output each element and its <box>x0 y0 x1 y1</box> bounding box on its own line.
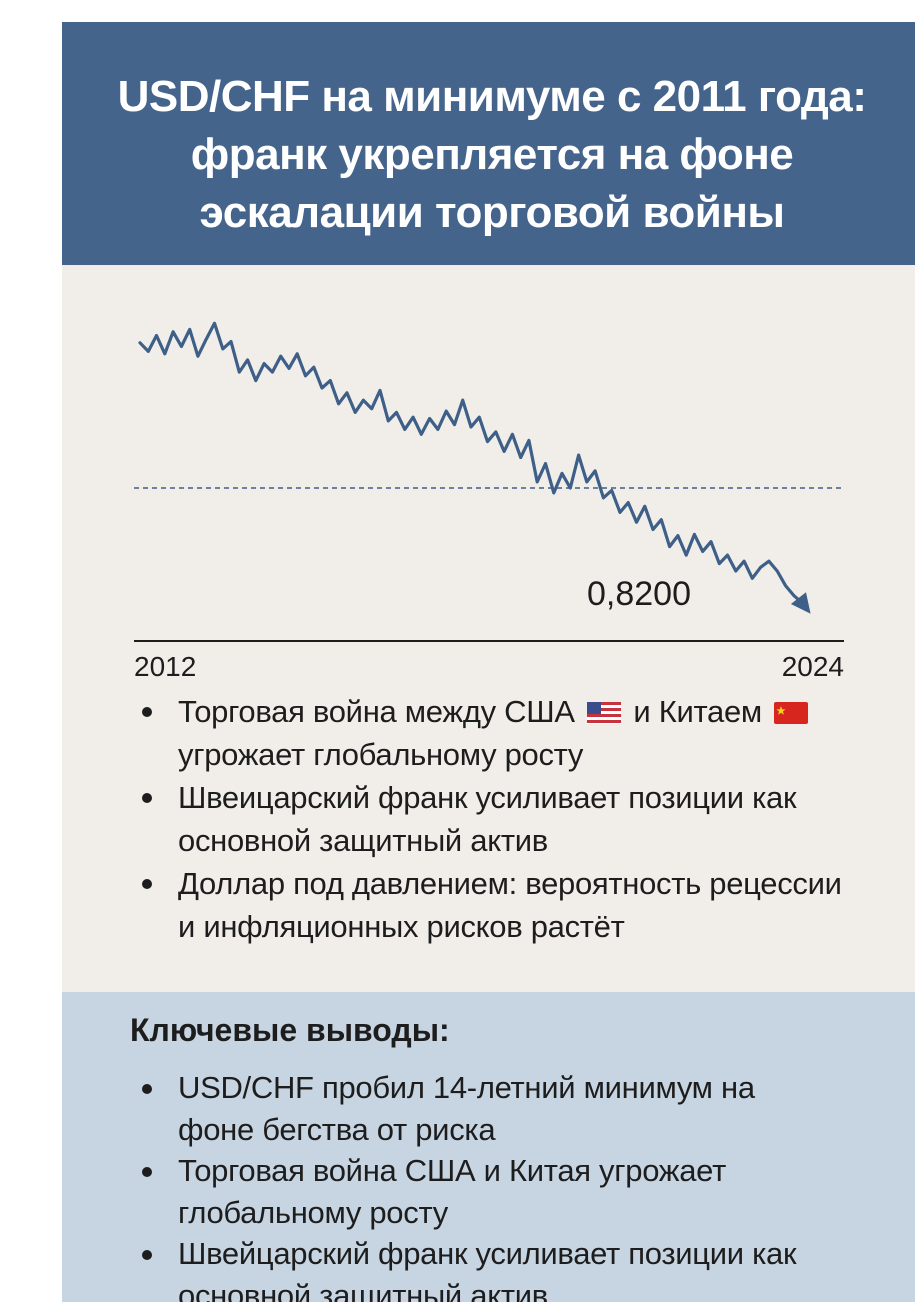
bullet-text: Швеицарский франк усиливает позиции как … <box>178 780 797 858</box>
price-annotation: 0,8200 <box>587 575 691 613</box>
bullet-text: и Китаем <box>633 694 762 729</box>
x-tick-label: 2024 <box>782 651 844 682</box>
list-item: Доллар под давлением: вероятность рецесс… <box>62 862 858 948</box>
page-title: USD/CHF на минимуме с 2011 года: франк у… <box>117 72 867 237</box>
bullet-text: угрожает глобальному росту <box>178 737 584 772</box>
infographic-card: USD/CHF на минимуме с 2011 года: франк у… <box>62 22 915 1302</box>
list-item: USD/CHF пробил 14-летний минимум на фоне… <box>62 1067 818 1150</box>
series-line <box>138 321 804 605</box>
china-flag-icon <box>774 702 809 724</box>
bullet-text: Торговая война между США <box>178 694 575 729</box>
bullet-list: Торговая война между США и Китаем угрожа… <box>62 690 915 948</box>
list-item: Швеицарский франк усиливает позиции как … <box>62 776 858 862</box>
list-item: Торговая война США и Китая угрожает глоб… <box>62 1150 818 1233</box>
takeaways-panel: Ключевые выводы: USD/CHF пробил 14-летни… <box>62 992 915 1302</box>
usdchf-line-chart: 0,8200 2012 2024 <box>134 321 844 682</box>
chart-panel: 0,8200 2012 2024 Торговая война между СШ… <box>62 265 915 992</box>
series-group <box>138 321 811 614</box>
trend-arrow-head <box>790 592 811 614</box>
header-banner: USD/CHF на минимуме с 2011 года: франк у… <box>62 22 915 265</box>
takeaways-heading: Ключевые выводы: <box>130 1012 450 1048</box>
list-item: Торговая война между США и Китаем угрожа… <box>62 690 858 776</box>
bullet-text: Доллар под давлением: вероятность рецесс… <box>178 866 842 944</box>
list-item: Швейцарский франк усиливает позиции как … <box>62 1233 818 1302</box>
takeaways-list: USD/CHF пробил 14-летний минимум на фоне… <box>62 1067 915 1302</box>
us-flag-icon <box>587 702 622 724</box>
x-tick-label: 2012 <box>134 651 196 682</box>
